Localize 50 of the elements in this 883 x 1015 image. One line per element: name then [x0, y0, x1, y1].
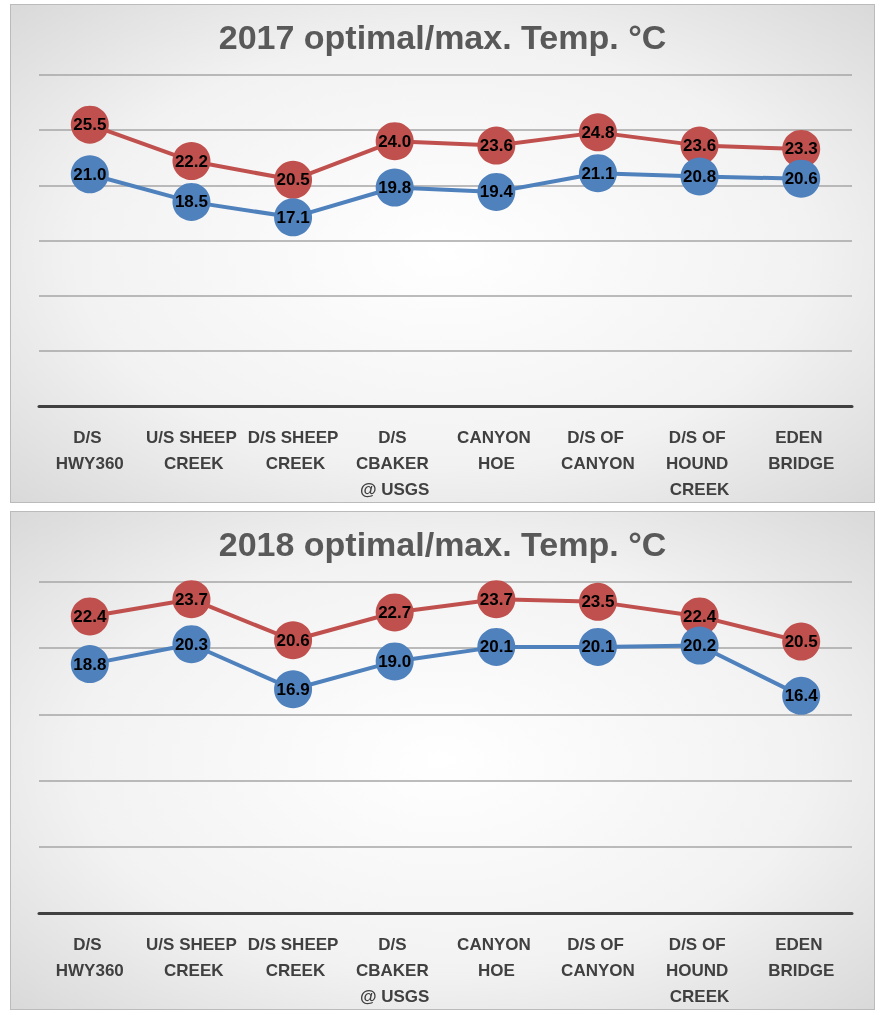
data-label: 16.4 [784, 686, 819, 706]
x-tick-label: U/S SHEEP CREEK [146, 427, 237, 473]
data-label: 20.3 [174, 634, 208, 654]
x-tick-label: EDEN BRIDGE [768, 427, 835, 473]
x-tick-label: D/S HWY360 [55, 427, 124, 473]
chart-title: 2017 optimal/max. Temp. °C [218, 18, 667, 56]
x-tick-label: D/S OF HOUND CREEK [666, 934, 734, 1006]
data-label: 24.8 [581, 122, 615, 142]
data-label: 20.6 [276, 630, 310, 650]
data-label: 23.7 [479, 589, 513, 609]
data-label: 25.5 [73, 115, 107, 135]
data-label: 24.0 [378, 131, 412, 151]
x-tick-label: D/S OF CANYON [561, 427, 635, 473]
x-tick-label: EDEN BRIDGE [768, 934, 835, 980]
data-label: 19.0 [378, 651, 412, 671]
data-label: 20.1 [479, 637, 513, 657]
data-label: 23.6 [479, 136, 513, 156]
x-tick-label: D/S SHEEP CREEK [247, 934, 339, 980]
x-tick-label: D/S OF HOUND CREEK [666, 427, 734, 499]
x-tick-label: D/S CBAKER @ USGS [355, 427, 434, 499]
x-tick-label: D/S SHEEP CREEK [247, 427, 339, 473]
x-tick-label: CANYON HOE [457, 934, 536, 980]
x-tick-label: D/S OF CANYON [561, 934, 635, 980]
data-label: 20.8 [683, 167, 717, 187]
data-label: 22.4 [73, 606, 107, 626]
x-tick-label: U/S SHEEP CREEK [146, 934, 237, 980]
data-label: 19.4 [479, 182, 514, 202]
x-tick-label: D/S CBAKER @ USGS [355, 934, 434, 1006]
data-label: 22.7 [378, 602, 412, 622]
data-label: 23.6 [683, 136, 717, 156]
x-tick-label: D/S HWY360 [55, 934, 124, 980]
data-label: 19.8 [378, 178, 412, 198]
data-label: 18.5 [174, 192, 208, 212]
data-label: 20.1 [581, 637, 615, 657]
data-label: 20.6 [784, 169, 818, 189]
data-label: 21.0 [73, 164, 107, 184]
data-label: 22.2 [174, 151, 208, 171]
data-label: 20.5 [784, 632, 818, 652]
data-label: 22.4 [683, 606, 717, 626]
data-label: 18.8 [73, 654, 107, 674]
data-label: 23.5 [581, 592, 615, 612]
data-label: 20.5 [276, 170, 310, 190]
data-label: 23.3 [784, 139, 818, 159]
data-label: 17.1 [276, 207, 310, 227]
chart-title: 2018 optimal/max. Temp. °C [218, 525, 667, 563]
x-tick-label: CANYON HOE [457, 427, 536, 473]
data-label: 23.7 [174, 589, 208, 609]
data-label: 20.2 [683, 636, 717, 656]
data-label: 21.1 [581, 163, 615, 183]
data-label: 16.9 [276, 679, 310, 699]
